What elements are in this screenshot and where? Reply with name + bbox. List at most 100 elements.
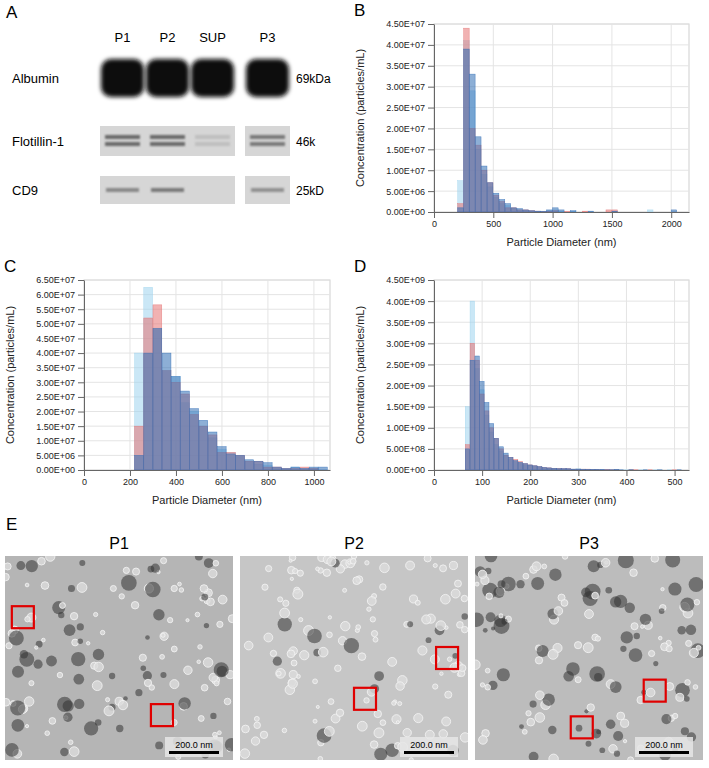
- bar: [300, 469, 309, 470]
- y-axis: 0.00E+005.00E+081.00E+091.50E+092.00E+09…: [386, 275, 434, 475]
- particle: [527, 718, 535, 726]
- particle: [493, 587, 504, 598]
- particle: [278, 617, 292, 631]
- bar: [135, 426, 144, 470]
- tick: 0.00E+00: [386, 465, 434, 475]
- bar: [612, 211, 618, 212]
- particle: [374, 671, 384, 681]
- bar: [494, 438, 498, 470]
- panel-d: 01002003004005000.00E+005.00E+081.00E+09…: [354, 257, 690, 506]
- bar: [523, 464, 527, 470]
- tick-label: 2.50E+07: [386, 103, 425, 113]
- bar: [499, 447, 503, 470]
- particle: [646, 688, 655, 697]
- particle: [454, 580, 461, 587]
- particle: [145, 635, 150, 640]
- particle: [640, 614, 651, 625]
- bar: [677, 469, 681, 470]
- band-line: [105, 135, 140, 139]
- figure: AP1P2SUPP3Albumin69kDaFlotillin-146kCD92…: [0, 0, 709, 768]
- particle: [621, 719, 629, 727]
- particle: [195, 556, 203, 561]
- particle: [278, 597, 283, 602]
- particle: [542, 564, 547, 569]
- bar: [576, 469, 580, 470]
- particle: [186, 619, 189, 622]
- particle: [16, 561, 25, 570]
- particle: [299, 618, 303, 622]
- bar: [291, 467, 300, 470]
- bar: [465, 407, 469, 470]
- bar: [273, 467, 282, 470]
- particle: [392, 701, 396, 705]
- tick: 6.00E+07: [36, 290, 84, 300]
- grid-line: [84, 353, 330, 354]
- particle: [634, 633, 640, 639]
- particle: [549, 569, 561, 581]
- bar: [570, 211, 576, 212]
- size-label: 25kD: [296, 184, 324, 198]
- grid-line: [221, 280, 222, 470]
- tick: 6.50E+07: [36, 275, 84, 285]
- particle: [380, 720, 386, 726]
- particle: [123, 567, 129, 573]
- tick-mark: [428, 170, 434, 171]
- y-axis-title: Concentration (particles/mL): [354, 49, 366, 187]
- size-label: 69kDa: [296, 72, 331, 86]
- particle: [583, 643, 593, 653]
- bar: [614, 469, 618, 470]
- bar: [671, 210, 677, 212]
- particle: [213, 732, 218, 737]
- bars: [465, 301, 681, 470]
- series: [135, 328, 328, 470]
- particle: [483, 628, 488, 633]
- bar: [564, 212, 570, 213]
- particle: [685, 680, 691, 686]
- bar: [562, 469, 566, 470]
- bar: [300, 469, 309, 470]
- tick-mark: [428, 322, 434, 323]
- micrograph-bg: [5, 556, 233, 760]
- particle: [596, 729, 601, 734]
- scale-bar: [169, 751, 219, 754]
- tick: 1.00E+07: [36, 436, 84, 446]
- particle: [151, 564, 160, 573]
- tick-mark: [78, 382, 84, 383]
- particle: [422, 615, 431, 624]
- bar: [529, 211, 535, 212]
- tick: 1.50E+07: [386, 145, 434, 155]
- bar: [552, 468, 556, 470]
- tick-mark: [428, 343, 434, 344]
- panel-letter: A: [6, 3, 18, 22]
- particle: [350, 558, 356, 564]
- bar: [648, 469, 652, 470]
- particle: [167, 617, 172, 622]
- particle: [426, 637, 432, 643]
- grid-line: [84, 309, 330, 310]
- scale-label: 200.0 nm: [410, 740, 448, 750]
- particle: [388, 657, 397, 666]
- bar: [582, 212, 588, 213]
- particle: [131, 601, 138, 608]
- bar: [537, 467, 541, 470]
- tick-label: 1.50E+09: [386, 402, 425, 412]
- particle: [254, 722, 261, 729]
- highlight-box: [436, 647, 458, 669]
- tick-label: 3.50E+07: [386, 61, 425, 71]
- bar: [682, 470, 686, 471]
- bar: [487, 183, 493, 212]
- particle: [601, 558, 610, 567]
- particle: [149, 685, 154, 690]
- particle: [160, 632, 168, 640]
- bar: [282, 469, 291, 470]
- particle: [494, 615, 507, 628]
- particle: [78, 638, 83, 643]
- band: [246, 59, 289, 97]
- tick: 3.50E+07: [386, 61, 434, 71]
- bar: [509, 457, 513, 470]
- band-line: [250, 135, 285, 139]
- y-axis: 0.00E+005.00E+061.00E+071.50E+072.00E+07…: [386, 19, 434, 217]
- particle: [499, 614, 503, 618]
- bar: [464, 41, 470, 212]
- particle: [282, 728, 287, 733]
